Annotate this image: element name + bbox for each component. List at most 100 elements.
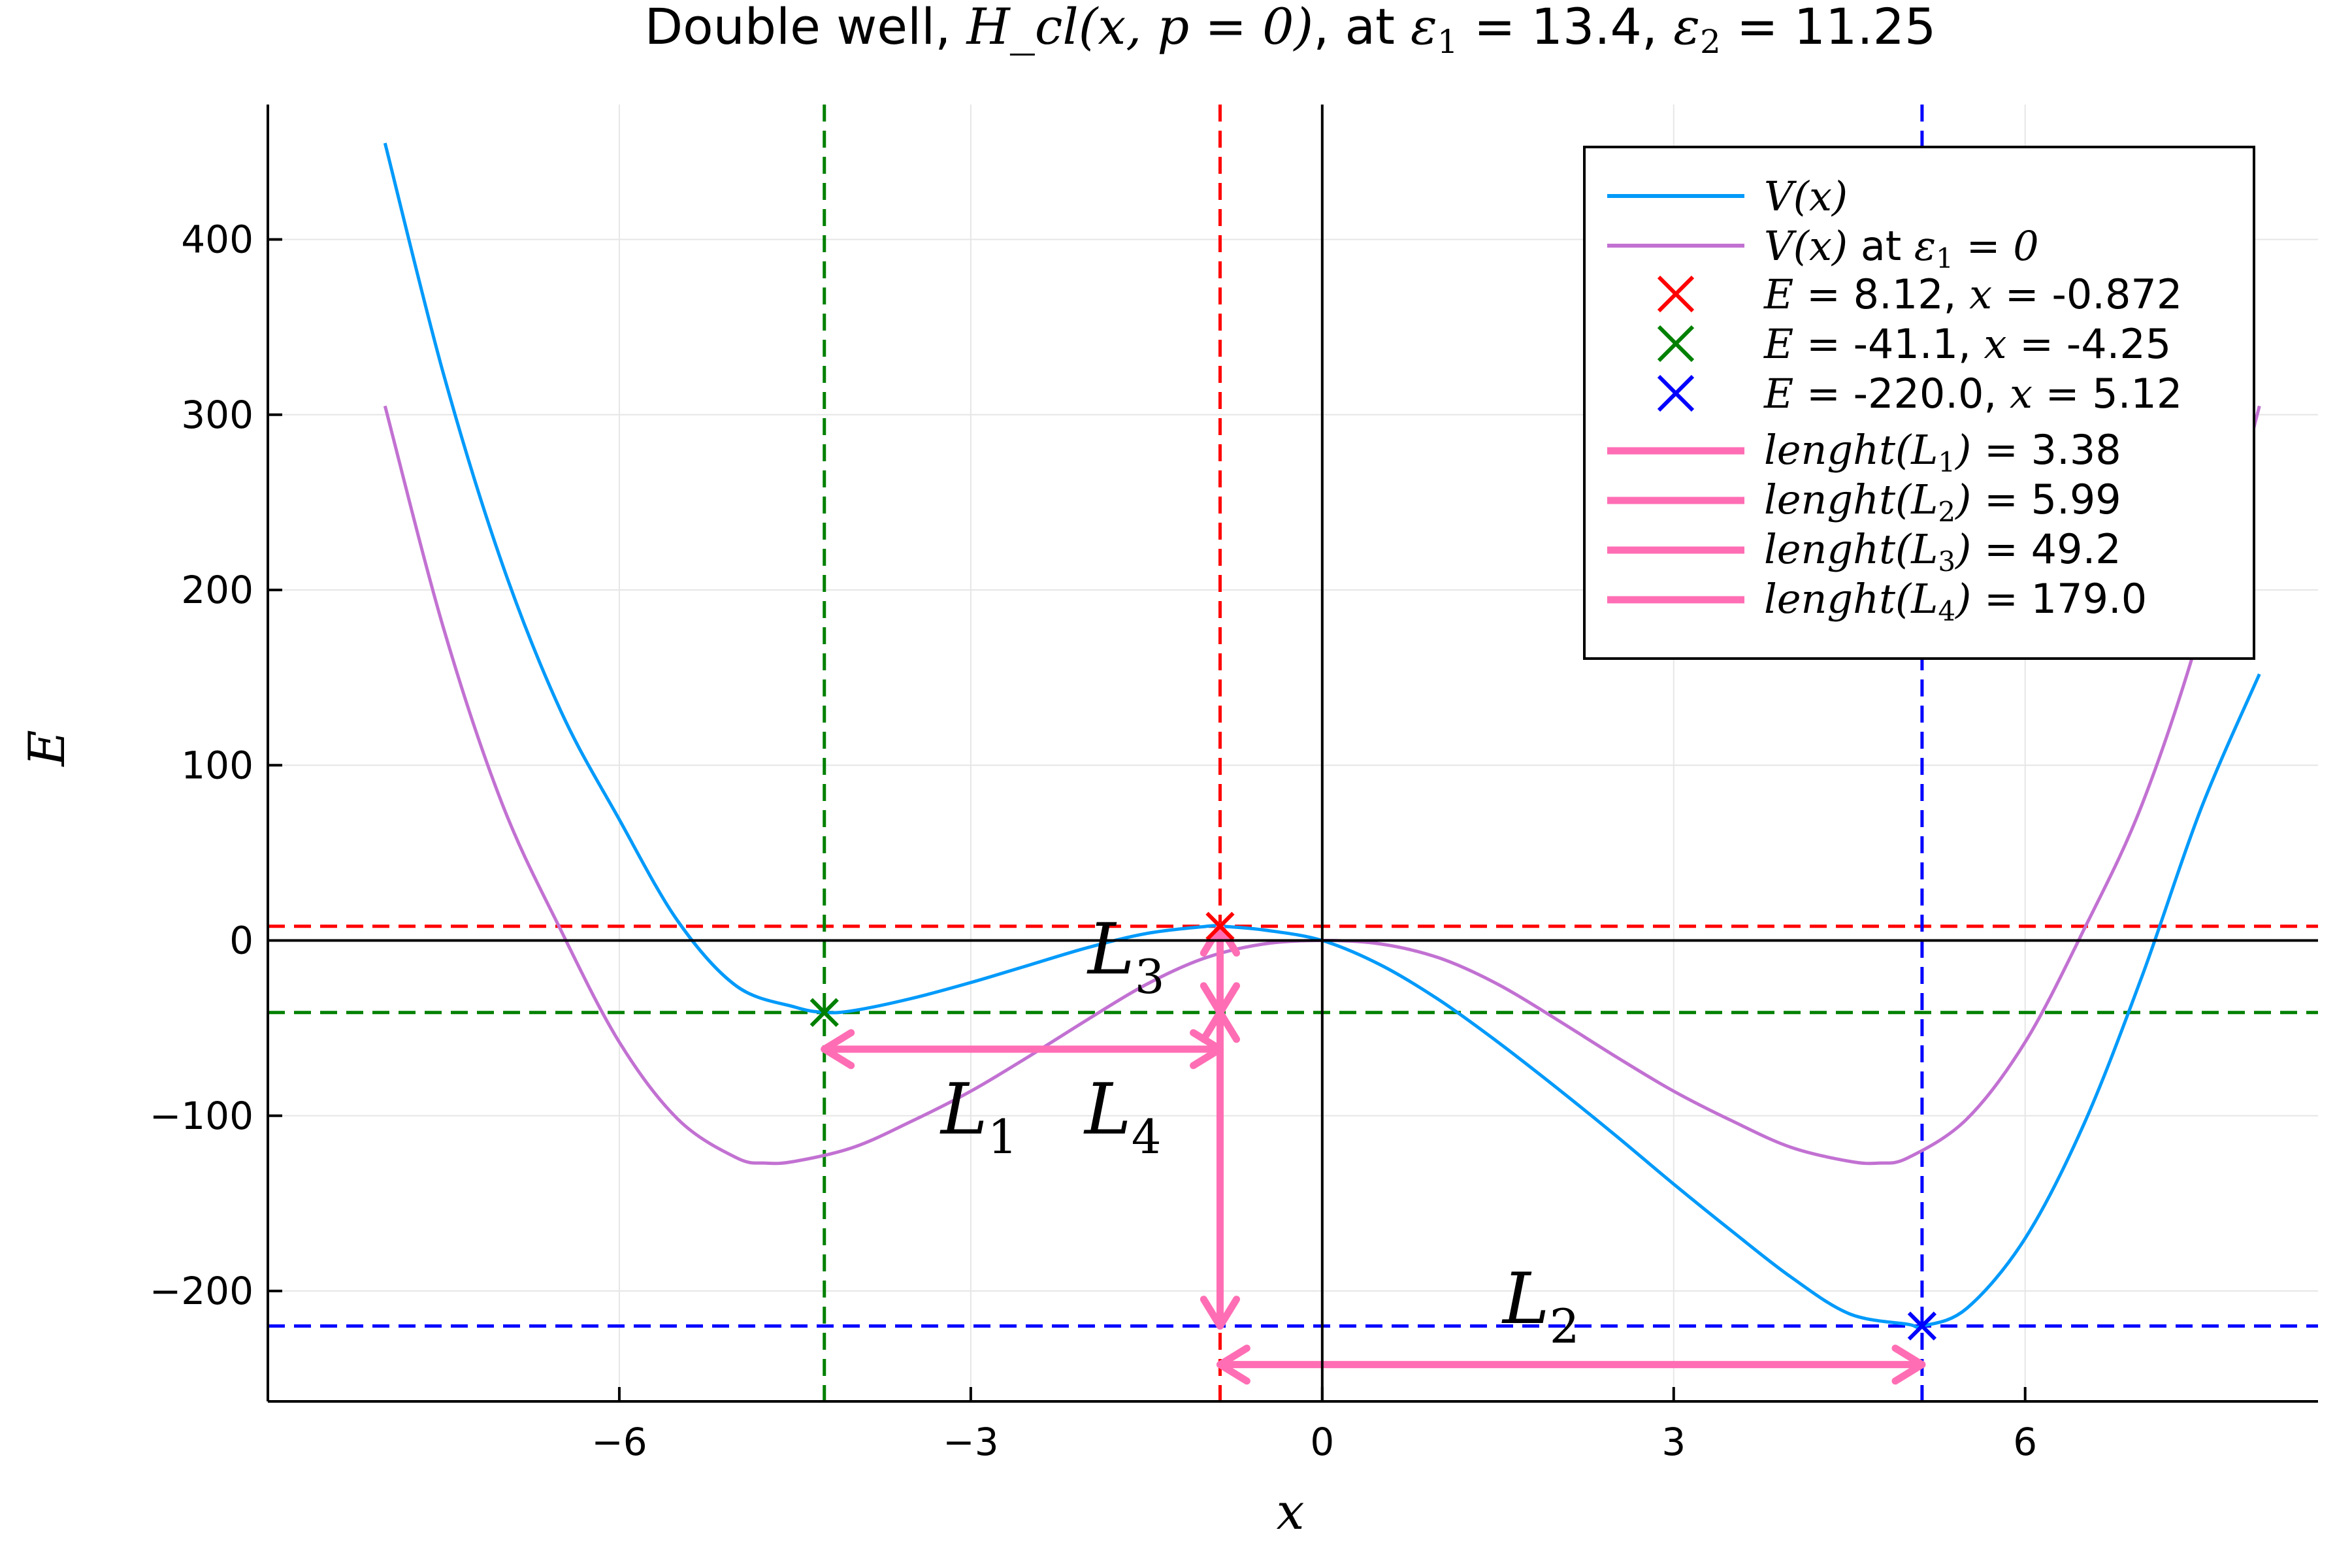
legend-marker-1-eq2: = [2006,320,2066,368]
legend-entry-v0: V(x) at ε1 = 0 [1764,222,2039,274]
y-tick-label-3: 100 [181,743,253,787]
legend-length-0-subscript: 1 [1938,446,1955,478]
legend-length-0-prefix: lenght( [1764,426,1912,474]
legend-marker-entry-1: E = -41.1, x = -4.25 [1763,320,2171,368]
length-label-1-subscript: 2 [1550,1299,1580,1354]
legend-length-3-letter: L [1910,575,1938,623]
legend-length-2-subscript: 3 [1938,546,1955,578]
length-arrow-0-head-1 [821,1029,855,1070]
legend-marker-swatch-1 [1657,325,1695,363]
legend-marker-entry-0: E = 8.12, x = -0.872 [1763,270,2182,318]
legend-v0-eps: ε [1914,222,1936,270]
legend-length-0-close: ) [1954,426,1971,474]
length-arrow-3 [1200,1009,1241,1330]
length-label-2-subscript: 3 [1135,949,1165,1004]
y-tick-label-0: −200 [150,1269,253,1313]
legend-v0-eps-val: = 0 [1953,222,2039,270]
length-label-1-letter: L [1501,1258,1550,1340]
length-label-1: L2 [1501,1258,1580,1354]
legend-marker-0-e-value: 8.12 [1854,270,1944,318]
chart-title: Double well, H_cl(x, p = 0), at ε1 = 13.… [645,0,1936,61]
marker-point-2-stroke-b [1907,1311,1937,1341]
title-eps1-subscript: 1 [1437,23,1458,61]
legend-entry-v: V(x) [1764,172,1848,220]
legend-marker-1-x-value: -4.25 [2066,320,2171,368]
legend-marker-swatch-2-stroke-b [1657,374,1695,412]
legend-marker-2-x-value: 5.12 [2092,370,2182,417]
legend-length-1-value: 5.99 [2031,476,2121,523]
legend-marker-1-comma: , [1958,320,1984,368]
legend-length-2-value: 49.2 [2031,525,2121,573]
legend-v0-eps-sub: 1 [1936,242,1953,274]
length-label-0: L1 [939,1069,1018,1164]
y-tick-label-4: 200 [181,568,253,612]
legend-length-1-close: ) [1954,476,1971,523]
legend-marker-0-x-value: -0.872 [2051,270,2182,318]
legend-marker-0-comma: , [1944,270,1969,318]
legend-marker-2-e-sym: E [1763,370,1793,417]
legend-marker-0-eq2: = [1992,270,2051,318]
length-label-0-subscript: 1 [988,1109,1018,1164]
legend-marker-swatch-0 [1657,275,1695,313]
legend-marker-2-x-sym: x [2010,370,2033,417]
x-tick-label-2: 0 [1310,1420,1334,1464]
legend-length-3-value: 179.0 [2031,575,2148,623]
legend-length-1-eq: = [1971,476,2031,523]
y-tick-label-6: 400 [181,218,253,262]
y-tick-label-1: −100 [150,1094,253,1138]
title-mid: , at [1313,0,1411,56]
legend-length-0-eq: = [1971,426,2031,474]
axis-layer [267,105,2318,1403]
title-eps1-value: = 13.4, [1458,0,1674,56]
marker-point-1 [809,998,839,1027]
length-label-2: L3 [1086,909,1165,1004]
legend-length-0-value: 3.38 [2031,426,2121,474]
legend-length-entry-3: lenght(L4) = 179.0 [1764,575,2147,627]
legend: V(x) V(x) at ε1 = 0 E = 8.12, x = -0.872… [1583,146,2255,660]
legend-length-2-letter: L [1910,525,1938,573]
tick-label-layer: −6 −3 0 3 6 −200 −100 0 100 200 300 400 [150,218,2037,1464]
title-eps2-subscript: 2 [1700,23,1721,61]
legend-length-entry-1: lenght(L2) = 5.99 [1764,476,2121,528]
legend-v0-func: V(x) [1764,222,1848,270]
x-tick-label-1: −3 [943,1420,999,1464]
marker-point-2 [1907,1311,1937,1341]
y-tick-label-5: 300 [181,393,253,437]
length-label-2-letter: L [1086,909,1135,990]
x-tick-label-0: −6 [591,1420,647,1464]
legend-length-1-letter: L [1910,476,1938,523]
legend-length-3-subscript: 4 [1938,595,1955,627]
legend-v0-suffix: at [1848,222,1914,270]
legend-marker-entry-2: E = -220.0, x = 5.12 [1763,370,2182,417]
title-eps2-symbol: ε [1673,0,1700,56]
length-arrow-1-head-0 [1891,1345,1926,1385]
title-math: H_cl(x, p = 0) [966,0,1314,56]
legend-marker-swatch-0-stroke-b [1657,275,1695,313]
legend-length-3-close: ) [1954,575,1971,623]
legend-marker-swatch-1-stroke-b [1657,325,1695,363]
legend-marker-swatch-2 [1657,374,1695,412]
marker-layer [809,911,1937,1341]
legend-marker-2-comma: , [1984,370,2010,417]
legend-marker-0-e-sym: E [1763,270,1793,318]
legend-marker-2-e-value: -220.0 [1854,370,1984,417]
series-line-0 [383,142,2261,1329]
legend-length-2-close: ) [1954,525,1971,573]
length-arrow-1-head-1 [1216,1345,1250,1385]
legend-marker-1-e-sym: E [1763,320,1793,368]
legend-length-entry-2: lenght(L3) = 49.2 [1764,525,2121,578]
length-label-3-letter: L [1083,1069,1132,1151]
title-prefix: Double well, [645,0,967,56]
legend-marker-1-x-sym: x [1984,320,2006,368]
legend-length-entry-0: lenght(L1) = 3.38 [1764,426,2121,478]
legend-length-3-prefix: lenght( [1764,575,1912,623]
legend-box [1583,146,2255,660]
x-tick-label-4: 6 [2013,1420,2037,1464]
x-axis-label: x [1277,1482,1305,1541]
legend-length-0-letter: L [1910,426,1938,474]
title-eps1-symbol: ε [1411,0,1437,56]
y-axis-label: E [18,730,76,767]
